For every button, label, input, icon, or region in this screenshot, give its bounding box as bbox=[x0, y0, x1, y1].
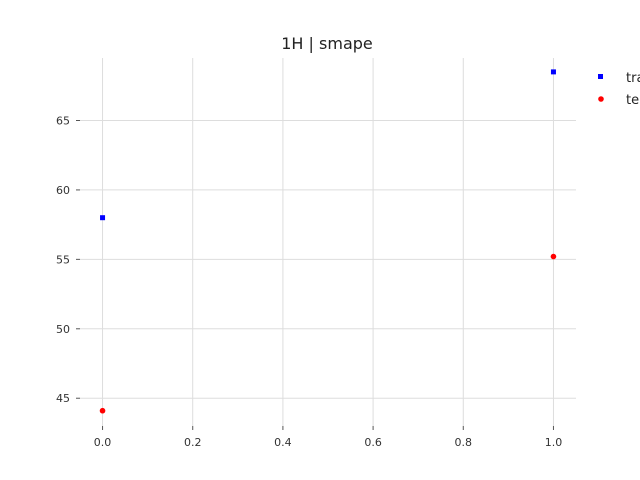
series-tra-point bbox=[100, 215, 106, 221]
x-axis: 0.0 0.2 0.4 0.6 0.8 1.0 bbox=[94, 426, 562, 449]
x-tick-label: 0.4 bbox=[274, 436, 292, 449]
series-te-point bbox=[550, 253, 557, 260]
legend-label-tra: tra bbox=[626, 71, 640, 86]
series-tra-point bbox=[550, 69, 556, 75]
legend-label-te: te bbox=[626, 93, 639, 108]
y-tick-label: 50 bbox=[56, 323, 70, 336]
data-points bbox=[99, 69, 557, 414]
x-tick-label: 1.0 bbox=[545, 436, 563, 449]
y-tick-label: 45 bbox=[56, 392, 70, 405]
legend-marker-te bbox=[598, 96, 604, 102]
x-tick-label: 0.6 bbox=[364, 436, 382, 449]
y-tick-label: 65 bbox=[56, 114, 70, 127]
legend-marker-tra bbox=[598, 74, 603, 79]
y-axis: 45 50 55 60 65 bbox=[56, 114, 80, 405]
y-tick-label: 55 bbox=[56, 253, 70, 266]
series-te-point bbox=[99, 407, 106, 414]
legend: tra te bbox=[598, 71, 640, 108]
grid bbox=[80, 58, 576, 426]
x-tick-label: 0.2 bbox=[184, 436, 202, 449]
chart-title: 1H | smape bbox=[281, 34, 373, 53]
y-tick-label: 60 bbox=[56, 184, 70, 197]
x-tick-label: 0.0 bbox=[94, 436, 112, 449]
x-tick-label: 0.8 bbox=[455, 436, 473, 449]
